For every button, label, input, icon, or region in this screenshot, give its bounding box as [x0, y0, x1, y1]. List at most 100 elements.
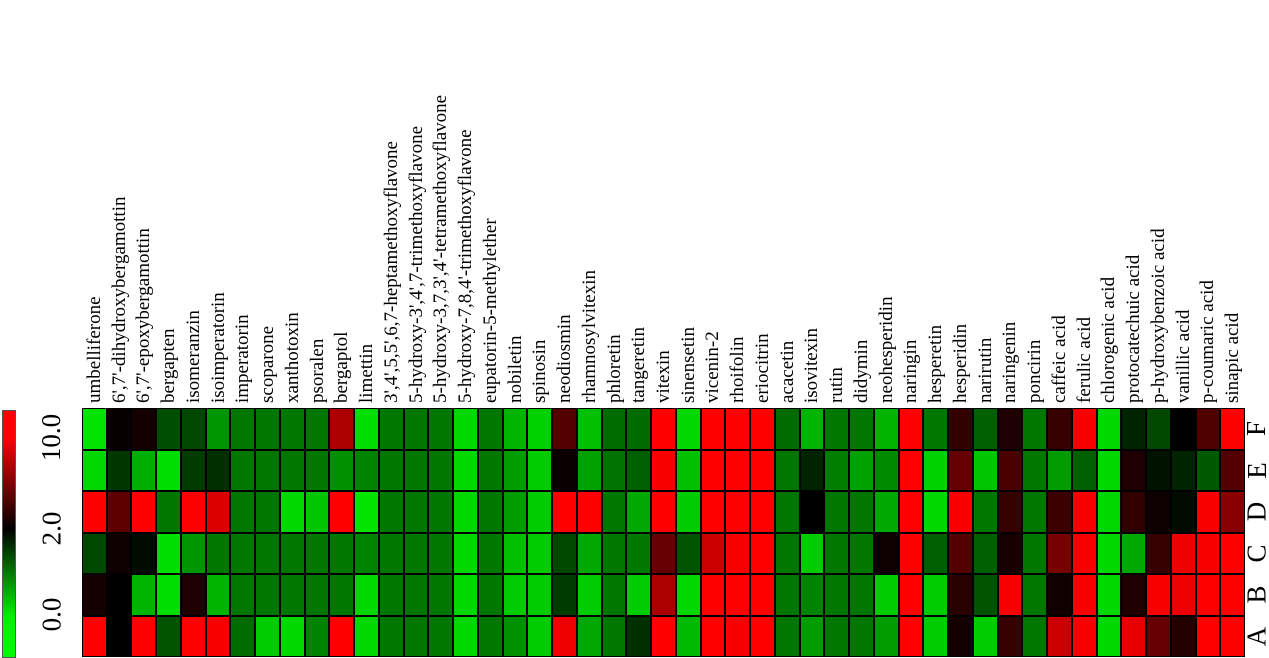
column-label: eriocitrin	[751, 333, 773, 403]
heatmap-cell-A-25	[676, 616, 700, 656]
heatmap-cell-E-6	[206, 450, 230, 490]
heatmap-cell-F-29	[775, 409, 799, 449]
row-label-C: C	[1241, 533, 1269, 575]
column-label: caffeic acid	[1048, 315, 1070, 403]
heatmap-cell-A-14	[404, 616, 428, 656]
column-label: vitexin	[653, 350, 674, 403]
heatmap-cell-E-4	[157, 450, 180, 490]
heatmap-cell-D-37	[973, 492, 997, 532]
heatmap-cell-E-20	[553, 450, 576, 490]
heatmap-cell-A-34	[899, 616, 923, 656]
heatmap-cell-B-47	[1221, 575, 1244, 615]
heatmap-cell-B-9	[280, 575, 304, 615]
heatmap-cell-B-38	[998, 575, 1022, 615]
heatmap-cell-C-24	[652, 533, 675, 573]
heatmap-cell-D-6	[206, 492, 230, 532]
heatmap-cell-F-45	[1171, 409, 1195, 449]
heatmap-cell-C-15	[429, 533, 453, 573]
heatmap-cell-E-3	[132, 450, 156, 490]
row-label-D: D	[1241, 491, 1269, 533]
heatmap-cell-A-38	[998, 616, 1022, 656]
heatmap-cell-F-1	[83, 409, 106, 449]
heatmap-cell-B-26	[701, 575, 725, 615]
heatmap-cell-F-6	[206, 409, 230, 449]
heatmap-cell-D-8	[256, 492, 279, 532]
heatmap-cell-E-37	[973, 450, 997, 490]
heatmap-cell-C-22	[602, 533, 626, 573]
heatmap-cell-F-19	[528, 409, 552, 449]
column-label: 3',4',5,5',6,7-heptamethoxyflavone	[380, 141, 402, 403]
column-label: 5-hydroxy-7,8,4'-trimethoxyflavone	[455, 129, 477, 403]
heatmap-cell-B-28	[751, 575, 774, 615]
row-label-text: D	[1241, 502, 1269, 522]
heatmap-cell-F-43	[1122, 409, 1146, 449]
heatmap-cell-A-23	[627, 616, 651, 656]
heatmap-cell-F-13	[379, 409, 403, 449]
heatmap-cell-C-7	[231, 533, 255, 573]
heatmap-cell-D-15	[429, 492, 453, 532]
heatmap-cell-C-29	[775, 533, 799, 573]
heatmap-cell-A-11	[330, 616, 354, 656]
heatmap-cell-E-32	[850, 450, 873, 490]
heatmap-cell-E-8	[256, 450, 279, 490]
heatmap-cell-F-23	[627, 409, 651, 449]
heatmap-cell-B-2	[107, 575, 131, 615]
heatmap-cell-D-16	[454, 492, 477, 532]
heatmap-cell-B-8	[256, 575, 279, 615]
heatmap-cell-F-41	[1072, 409, 1096, 449]
heatmap-cell-F-35	[924, 409, 948, 449]
heatmap-cell-E-18	[503, 450, 527, 490]
heatmap-cell-A-36	[949, 616, 972, 656]
column-label: rhoifolin	[727, 336, 749, 404]
heatmap-cell-F-11	[330, 409, 354, 449]
heatmap-cell-B-6	[206, 575, 230, 615]
column-label: isomeranzin	[182, 310, 204, 403]
row-label-text: B	[1241, 585, 1269, 604]
heatmap-cell-B-18	[503, 575, 527, 615]
column-label: neodiosmin	[554, 314, 576, 403]
heatmap-cell-C-17	[478, 533, 502, 573]
column-label: bergapten	[158, 328, 180, 403]
heatmap-cell-D-40	[1048, 492, 1071, 532]
column-label: 6',7'-epoxybergamottin	[133, 228, 155, 403]
heatmap-cell-A-45	[1171, 616, 1195, 656]
column-label: umbelliferone	[83, 296, 105, 403]
heatmap-cell-F-25	[676, 409, 700, 449]
column-label: poncirin	[1024, 339, 1046, 403]
heatmap-cell-E-30	[800, 450, 824, 490]
heatmap-cell-B-40	[1048, 575, 1071, 615]
heatmap-cell-E-13	[379, 450, 403, 490]
column-label: nobiletin	[504, 335, 526, 403]
column-label: narirutin	[974, 337, 996, 403]
column-label: eupatorin-5-methylether	[479, 218, 501, 403]
heatmap-cell-E-9	[280, 450, 304, 490]
heatmap-cell-C-36	[949, 533, 972, 573]
heatmap-cell-D-25	[676, 492, 700, 532]
heatmap-cell-B-32	[850, 575, 873, 615]
row-label-text: A	[1241, 626, 1269, 647]
heatmap-cell-D-1	[83, 492, 106, 532]
heatmap-cell-B-12	[355, 575, 378, 615]
colorbar-tick-label: 0.0	[36, 597, 67, 631]
column-label: acacetin	[776, 340, 798, 403]
heatmap-cell-C-43	[1122, 533, 1146, 573]
heatmap-cell-A-40	[1048, 616, 1071, 656]
column-label: didymin	[850, 339, 872, 403]
heatmap-cell-C-2	[107, 533, 131, 573]
heatmap-cell-A-9	[280, 616, 304, 656]
heatmap-cell-E-39	[1023, 450, 1047, 490]
heatmap-cell-E-22	[602, 450, 626, 490]
heatmap-cell-D-10	[305, 492, 329, 532]
heatmap-cell-B-15	[429, 575, 453, 615]
column-label: sinensetin	[677, 327, 699, 403]
heatmap-cell-C-39	[1023, 533, 1047, 573]
heatmap-cell-C-11	[330, 533, 354, 573]
heatmap-cell-F-8	[256, 409, 279, 449]
heatmap-cell-E-35	[924, 450, 948, 490]
heatmap-cell-E-27	[726, 450, 750, 490]
heatmap-cell-B-45	[1171, 575, 1195, 615]
heatmap-cell-E-45	[1171, 450, 1195, 490]
heatmap-cell-E-36	[949, 450, 972, 490]
heatmap-cell-C-23	[627, 533, 651, 573]
